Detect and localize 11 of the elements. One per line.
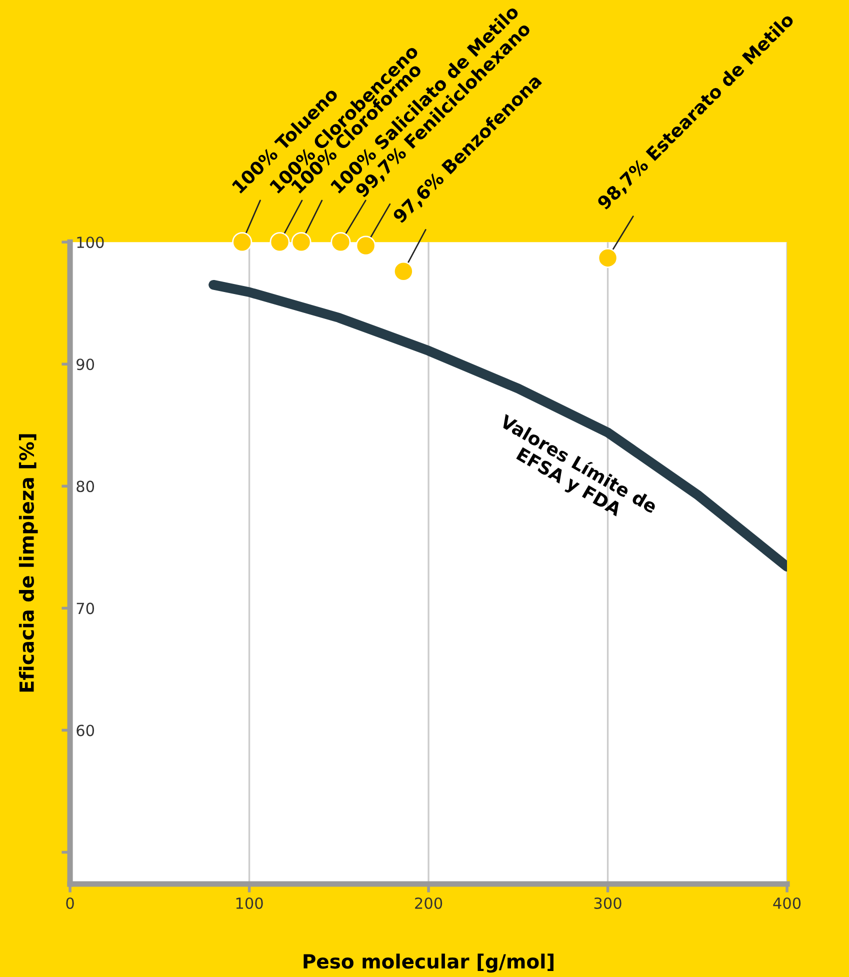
y-tick-label: 80 [76,480,94,492]
x-axis-title: Peso molecular [g/mol] [304,954,554,973]
x-tick-label: 200 [415,897,442,910]
x-tick-label: 0 [66,897,74,910]
y-tick-label: 60 [76,724,94,736]
x-tick-label: 300 [594,897,622,910]
y-axis-title: Eficacia de limpieza [%] [18,434,38,692]
x-tick-label: 400 [773,897,801,910]
y-tick-label: 70 [76,602,94,614]
x-tick-label: 100 [236,897,263,910]
y-tick-label: 90 [76,358,94,370]
